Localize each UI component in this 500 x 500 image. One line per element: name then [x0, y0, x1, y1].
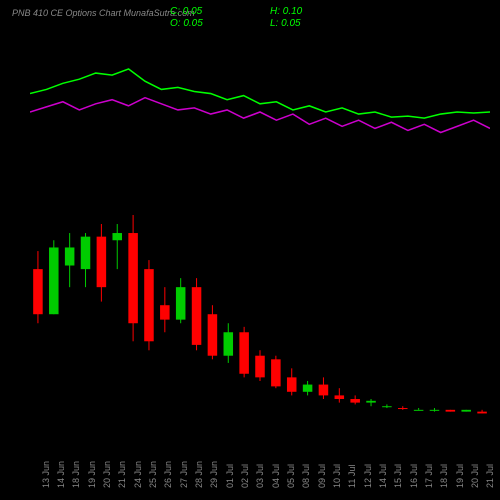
candlestick-chart — [30, 215, 490, 441]
indicator-lines — [30, 30, 490, 215]
ohlc-low: L: 0.05 — [270, 18, 301, 29]
x-label: 08 Jul — [301, 464, 308, 488]
x-label: 14 Jul — [378, 464, 385, 488]
x-label: 20 Jun — [102, 461, 109, 488]
x-label: 19 Jul — [455, 464, 462, 488]
x-label: 18 Jul — [439, 464, 446, 488]
x-label: 15 Jul — [393, 464, 400, 488]
x-label: 24 Jun — [133, 461, 140, 488]
x-label: 03 Jul — [255, 464, 262, 488]
x-label: 02 Jul — [240, 464, 247, 488]
x-label: 25 Jun — [148, 461, 155, 488]
x-label: 21 Jun — [117, 461, 124, 488]
ohlc-high: H: 0.10 — [270, 6, 302, 17]
x-label: 12 Jul — [363, 464, 370, 488]
x-label: 13 Jun — [41, 461, 48, 488]
x-label: 19 Jun — [87, 461, 94, 488]
x-label: 29 Jun — [209, 461, 216, 488]
x-label: 11 Jul — [347, 465, 354, 488]
x-label: 17 Jul — [424, 464, 431, 488]
ohlc-open: O: 0.05 — [170, 18, 203, 29]
x-label: 01 Jul — [225, 464, 232, 488]
x-label: 21 Jul — [485, 464, 492, 488]
price-panel — [30, 215, 490, 441]
x-label: 14 Jun — [56, 461, 63, 488]
x-label: 09 Jul — [317, 464, 324, 488]
ohlc-close: C: 0.05 — [170, 6, 202, 17]
x-label: 04 Jul — [271, 464, 278, 488]
x-axis: 13 Jun 14 Jun 18 Jun 19 Jun 20 Jun 21 Jun 24 J… — [30, 440, 490, 500]
x-label: 27 Jun — [179, 461, 186, 488]
indicator-panel — [30, 30, 490, 215]
x-label: 16 Jul — [409, 464, 416, 488]
x-label: 20 Jul — [470, 464, 477, 488]
x-label: 10 Jul — [332, 464, 339, 488]
chart-title: PNB 410 CE Options Chart MunafaSutra.com — [12, 8, 195, 18]
x-label: 26 Jun — [163, 461, 170, 488]
x-label: 18 Jun — [71, 461, 78, 488]
chart-area — [30, 30, 490, 440]
x-label: 05 Jul — [286, 464, 293, 488]
x-label: 28 Jun — [194, 461, 201, 488]
